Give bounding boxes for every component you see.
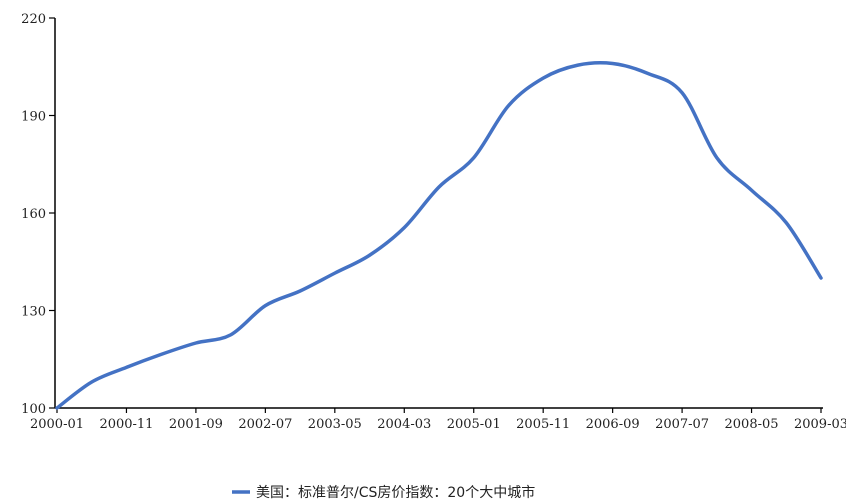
x-tick-label: 2000-11 [99,417,153,432]
y-axis-ticks: 100 130 160 190 220 [21,12,55,417]
x-tick-label: 2004-03 [377,417,431,432]
x-tick-label: 2001-09 [169,417,223,432]
x-axis-ticks: 2000-01 2000-11 2001-09 2002-07 2003-05 2004-… [30,408,846,432]
x-tick-label: 2008-05 [725,417,779,432]
y-tick-label: 100 [21,402,46,417]
legend-label: 美国：标准普尔/CS房价指数：20个大中城市 [256,484,535,500]
y-tick-label: 160 [21,207,46,222]
series-layer [55,61,823,410]
x-tick-label: 2003-05 [308,417,362,432]
x-tick-label: 2000-01 [30,417,84,432]
x-tick-label: 2002-07 [238,417,292,432]
x-tick-label: 2005-11 [516,417,570,432]
legend: 美国：标准普尔/CS房价指数：20个大中城市 [232,484,535,500]
x-tick-label: 2006-09 [586,417,640,432]
x-tick-label: 2005-01 [447,417,501,432]
y-tick-label: 190 [21,110,46,125]
x-tick-label: 2007-07 [655,417,709,432]
y-tick-label: 220 [21,12,46,27]
y-tick-label: 130 [21,305,46,320]
series-line [55,61,823,410]
x-tick-label: 2009-03 [794,417,846,432]
